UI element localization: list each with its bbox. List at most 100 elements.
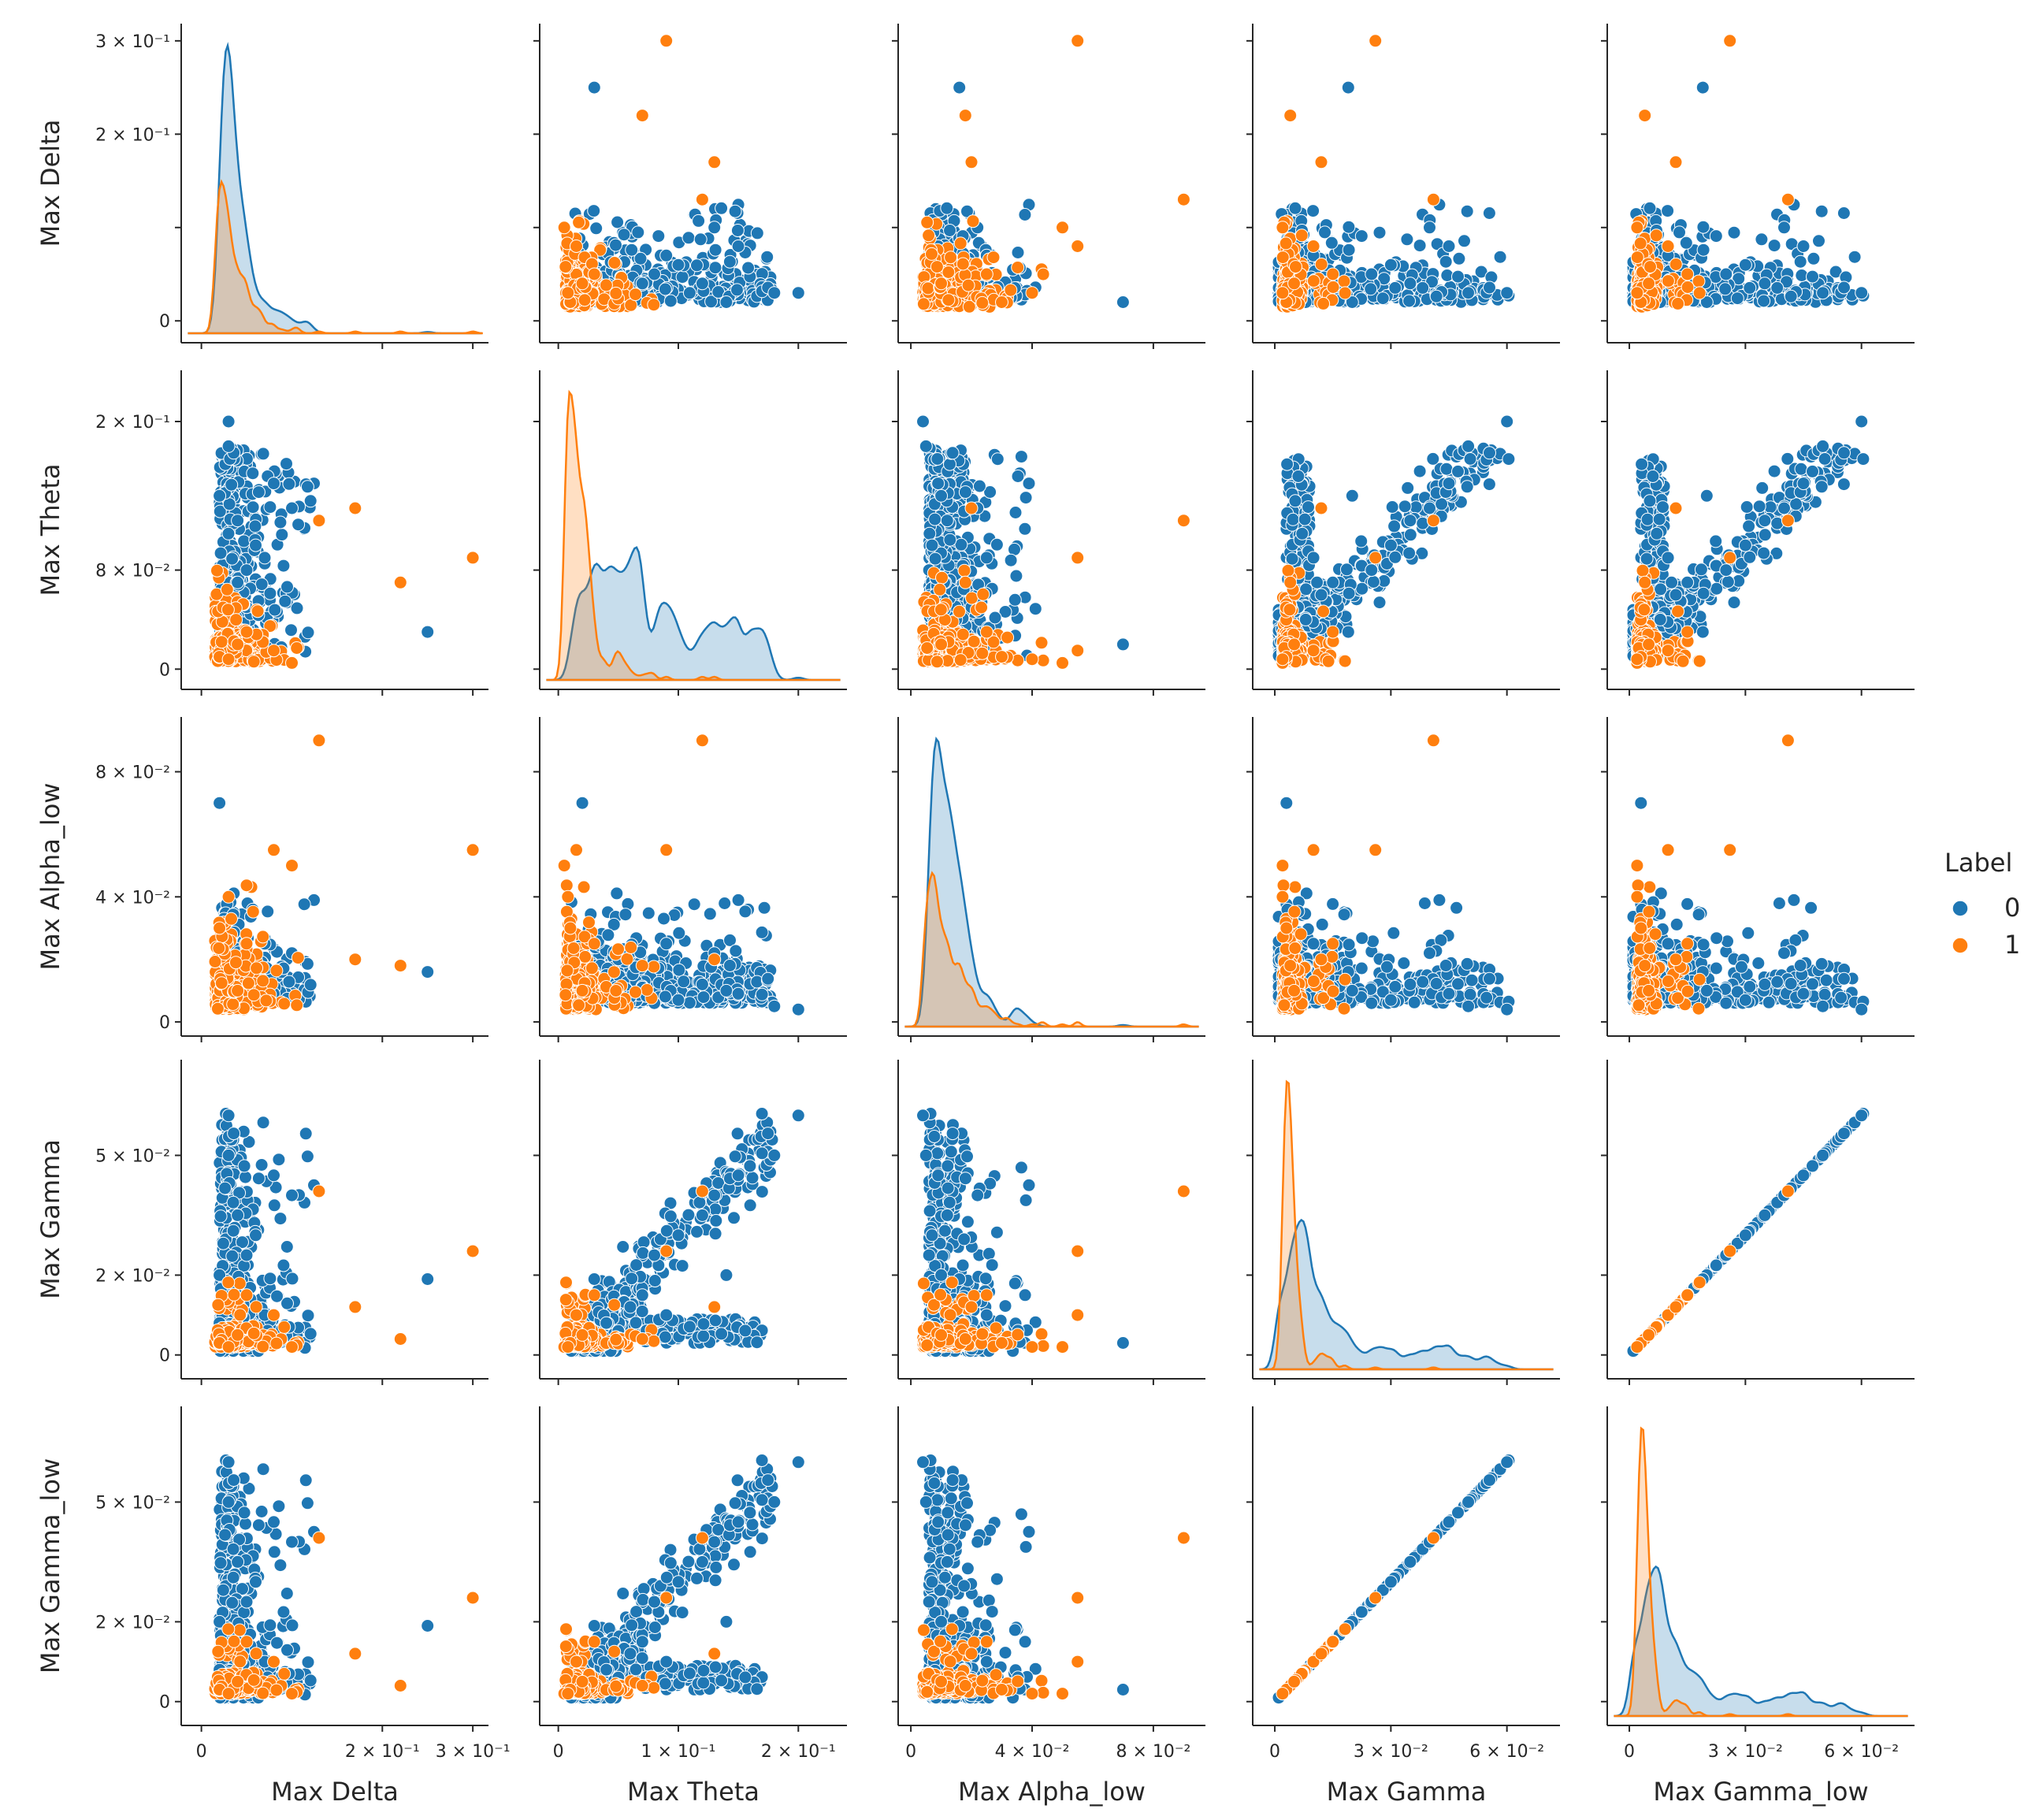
panel-r0-c2	[892, 24, 1205, 349]
y-tick-label: 2 × 10⁻¹	[95, 125, 170, 145]
point-label-0	[1423, 221, 1436, 235]
point-label-0	[268, 603, 282, 617]
point-label-1	[1649, 228, 1663, 243]
point-label-1	[1056, 221, 1069, 235]
y-tick-label: 8 × 10⁻²	[95, 562, 170, 581]
point-label-0	[284, 623, 298, 637]
point-label-1	[1630, 221, 1644, 235]
point-label-0	[1770, 280, 1785, 295]
point-label-0	[1643, 201, 1657, 215]
point-label-1	[1071, 34, 1085, 48]
point-label-0	[1460, 204, 1474, 218]
point-label-1	[1723, 34, 1737, 48]
point-label-1	[572, 215, 586, 229]
point-label-1	[1337, 274, 1351, 288]
panel-r0-c1	[533, 24, 847, 349]
point-label-0	[1413, 239, 1427, 253]
point-label-1	[961, 278, 975, 292]
point-label-1	[1071, 551, 1085, 565]
point-label-0	[240, 563, 254, 578]
point-label-1	[1025, 286, 1039, 300]
point-label-1	[1669, 258, 1683, 271]
point-label-0	[663, 294, 678, 308]
point-label-1	[1034, 636, 1049, 650]
point-label-0	[659, 248, 674, 262]
point-label-0	[1416, 280, 1430, 295]
point-label-0	[1388, 280, 1402, 295]
point-label-0	[919, 439, 933, 453]
panel-r0-c0: 0 2 × 10⁻¹ 3 × 10⁻¹	[95, 24, 488, 349]
point-label-1	[1036, 267, 1050, 281]
point-label-0	[988, 611, 1002, 625]
point-label-1	[1317, 296, 1331, 310]
point-label-0	[693, 232, 708, 247]
point-label-0	[1288, 201, 1302, 215]
point-label-0	[1018, 522, 1032, 536]
point-label-1	[1176, 192, 1190, 206]
point-label-0	[953, 80, 967, 95]
point-label-1	[1633, 236, 1647, 251]
point-label-1	[953, 604, 966, 618]
point-label-0	[1755, 232, 1769, 247]
point-label-1	[922, 228, 936, 243]
point-label-1	[958, 575, 972, 589]
point-label-1	[957, 563, 971, 578]
point-label-1	[1661, 240, 1675, 253]
point-label-0	[928, 552, 942, 566]
point-label-0	[1855, 286, 1869, 300]
point-label-1	[1669, 155, 1683, 169]
point-label-1	[267, 644, 280, 658]
point-label-0	[1009, 569, 1023, 583]
point-label-0	[928, 512, 942, 526]
point-label-1	[312, 514, 326, 528]
point-label-0	[979, 551, 994, 565]
point-label-0	[1014, 450, 1028, 464]
point-label-1	[1004, 283, 1018, 297]
point-label-0	[213, 488, 227, 503]
y-tick-label: 3 × 10⁻¹	[95, 32, 170, 52]
point-label-0	[1727, 225, 1741, 240]
point-label-0	[695, 277, 709, 291]
point-label-0	[249, 538, 262, 552]
point-label-0	[300, 480, 314, 494]
point-label-1	[1056, 656, 1069, 670]
point-label-0	[1354, 229, 1369, 243]
point-label-0	[237, 534, 251, 548]
point-label-0	[943, 457, 956, 471]
point-label-0	[940, 201, 954, 215]
point-label-1	[934, 277, 949, 291]
point-label-1	[1671, 296, 1685, 310]
point-label-0	[943, 533, 957, 547]
point-label-1	[575, 277, 589, 291]
point-label-0	[275, 528, 289, 542]
point-label-0	[1011, 470, 1025, 483]
point-label-1	[964, 591, 979, 605]
point-label-0	[1816, 286, 1830, 300]
point-label-1	[975, 295, 990, 310]
point-label-0	[1461, 286, 1476, 300]
point-label-1	[986, 251, 1001, 265]
point-label-1	[609, 286, 623, 300]
point-label-0	[1116, 295, 1130, 309]
point-label-0	[1429, 289, 1443, 303]
point-label-1	[921, 281, 935, 295]
kde-label-1	[188, 179, 483, 335]
point-label-0	[722, 254, 737, 269]
point-label-1	[967, 634, 981, 648]
point-label-1	[979, 625, 994, 639]
point-label-0	[1777, 221, 1791, 235]
point-label-1	[930, 655, 944, 669]
point-label-1	[1287, 277, 1302, 291]
point-label-0	[1696, 220, 1710, 234]
point-label-0	[611, 215, 625, 229]
point-label-1	[944, 251, 958, 265]
point-label-1	[247, 655, 261, 669]
point-label-1	[1314, 258, 1328, 271]
point-label-0	[1341, 80, 1355, 95]
y-tick-label: 0	[159, 312, 170, 332]
point-label-0	[916, 414, 930, 429]
point-label-0	[1400, 232, 1414, 247]
point-label-1	[979, 267, 994, 281]
point-label-0	[1442, 240, 1456, 253]
point-label-0	[1376, 292, 1390, 306]
